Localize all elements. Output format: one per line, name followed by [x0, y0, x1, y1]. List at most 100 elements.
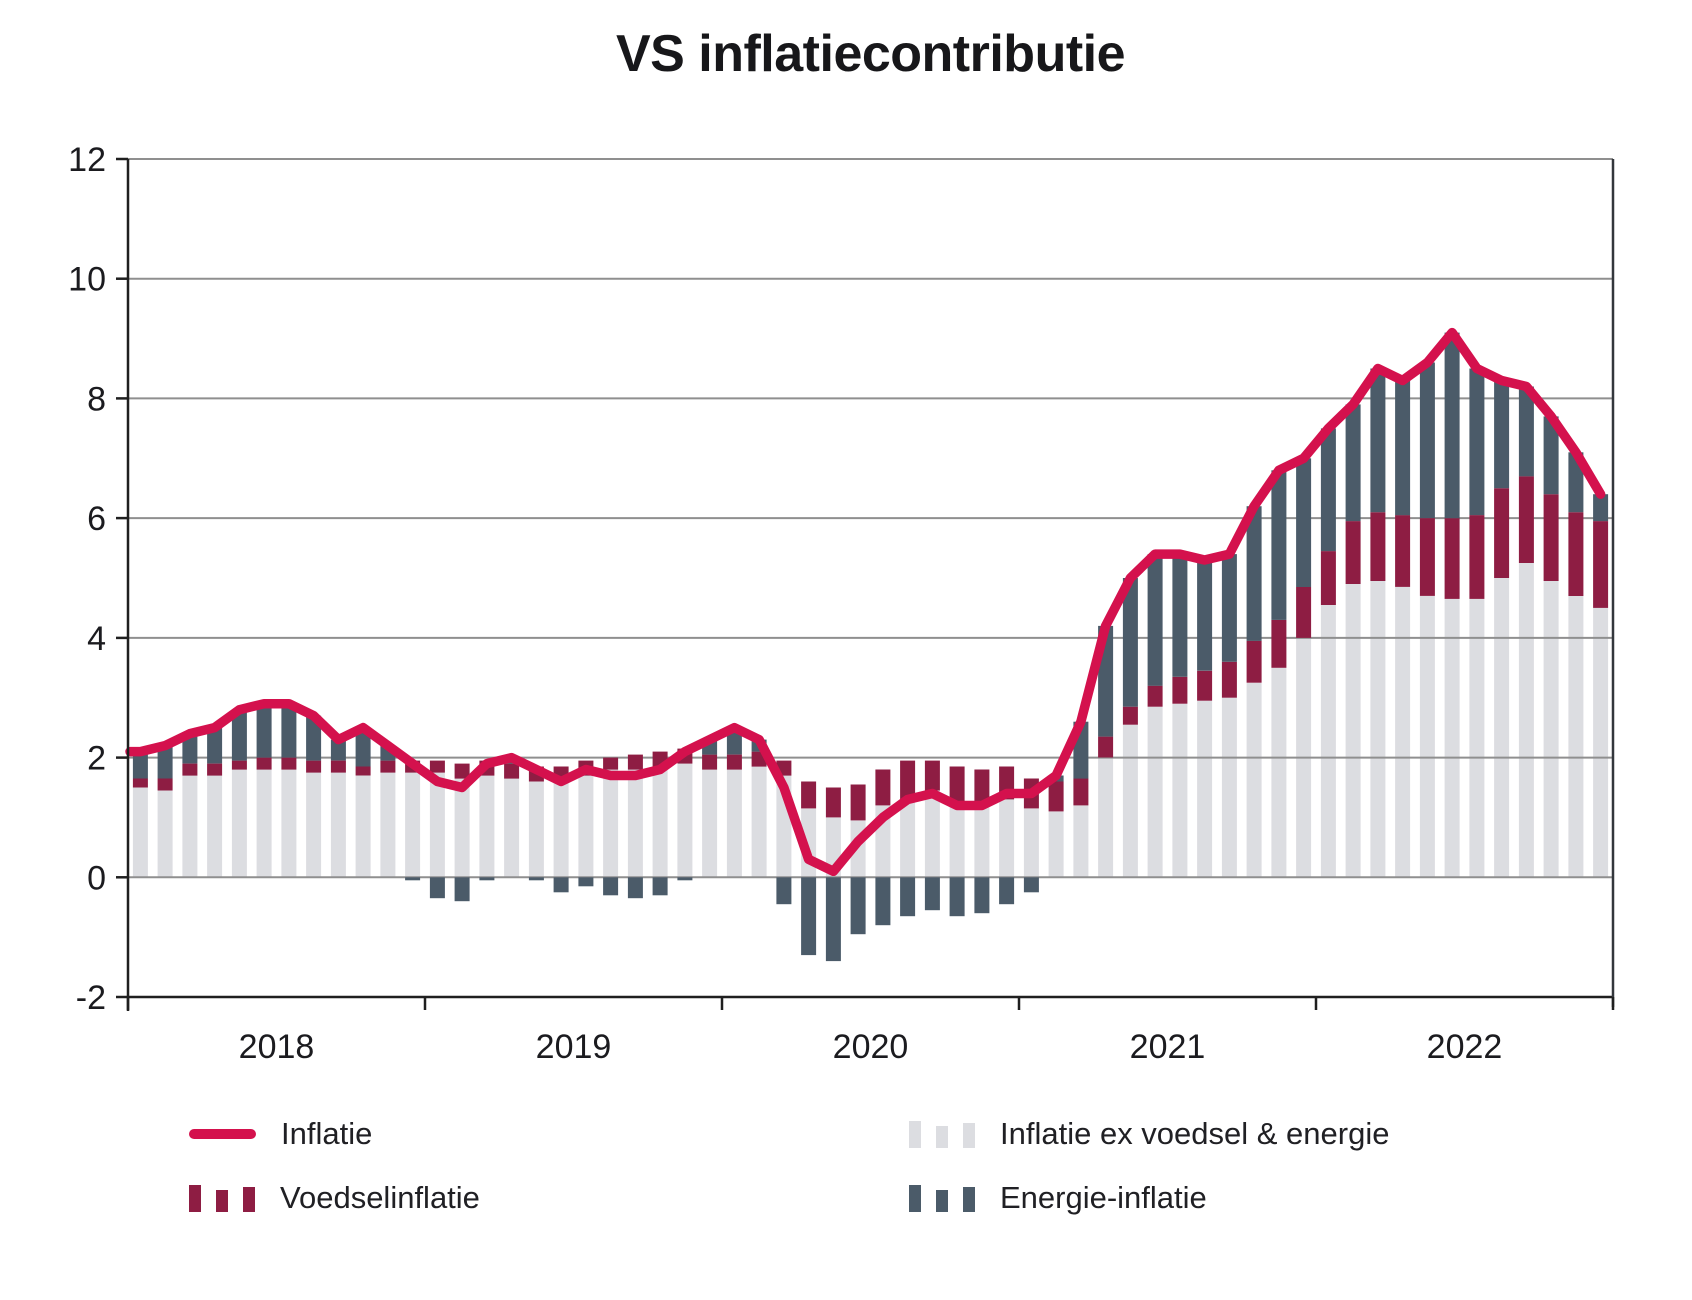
energy-bar: [306, 715, 322, 761]
food-bar: [380, 760, 396, 773]
core-bar: [1518, 563, 1534, 878]
core-bar: [355, 775, 371, 878]
x-axis-label: 2020: [833, 1028, 909, 1066]
core-bar: [306, 772, 322, 878]
food-bar: [1271, 619, 1287, 668]
inflatie-line-swatch: [189, 1129, 256, 1139]
food-bar: [1395, 515, 1411, 587]
energy-bar: [1122, 578, 1138, 707]
food-bar: [355, 766, 371, 776]
energy-bar: [182, 733, 198, 764]
core-bar: [380, 772, 396, 878]
energy-bar: [528, 877, 544, 881]
y-axis-label: -2: [76, 979, 106, 1017]
core-bar: [578, 775, 594, 878]
energy-bar: [1593, 494, 1609, 522]
food-bar: [1172, 676, 1188, 704]
food-bar: [825, 787, 841, 818]
food-bar: [1419, 518, 1435, 596]
energy-bar: [132, 751, 148, 779]
food-bar: [1494, 488, 1510, 578]
core-bar: [1419, 596, 1435, 878]
core-bar: [1370, 581, 1386, 878]
core-bar: [1568, 596, 1584, 878]
core-bar: [603, 769, 619, 878]
core-bar: [974, 805, 990, 878]
food-bar: [1320, 551, 1336, 605]
food-bar: [132, 778, 148, 788]
core-bar: [1543, 581, 1559, 878]
core-bar: [751, 766, 767, 878]
y-axis-label: 4: [87, 620, 106, 658]
food-bar: [157, 778, 173, 791]
energy-bar: [1197, 560, 1213, 671]
food-bar: [1048, 781, 1064, 812]
food-bar: [1593, 521, 1609, 608]
food-bar: [207, 763, 223, 776]
core-bar: [1197, 700, 1213, 878]
energy-bar: [603, 877, 619, 896]
core-bar: [281, 769, 297, 878]
food-bar: [1098, 736, 1114, 758]
food-bar: [231, 760, 247, 770]
legend-label-voedsel: Voedselinflatie: [280, 1180, 480, 1215]
energy-bar: [1543, 416, 1559, 495]
energy-bar: [949, 877, 965, 917]
x-axis-label: 2021: [1130, 1028, 1206, 1066]
energy-bar: [1419, 362, 1435, 519]
core-bar: [1494, 578, 1510, 878]
core-bar: [1221, 697, 1237, 878]
legend-item-energie: Energie-inflatie: [909, 1178, 1207, 1218]
y-axis-label: 0: [87, 859, 106, 897]
food-bar: [801, 781, 817, 809]
energy-bar: [281, 703, 297, 758]
core-bar: [1122, 724, 1138, 878]
food-bar: [974, 769, 990, 806]
x-axis-label: 2018: [239, 1028, 315, 1066]
core-bar: [1246, 682, 1262, 878]
energie-bars-swatch: [909, 1185, 975, 1212]
energy-bar: [924, 877, 940, 911]
food-bar: [330, 760, 346, 773]
core-bar: [504, 778, 520, 878]
energy-bar: [1320, 428, 1336, 552]
energy-bar: [627, 877, 643, 899]
food-bar: [702, 754, 718, 770]
core-bar: [1172, 703, 1188, 878]
energy-bar: [1221, 554, 1237, 662]
energy-bar: [256, 703, 272, 758]
food-bar: [1073, 778, 1089, 806]
x-axis-label: 2022: [1427, 1028, 1503, 1066]
energy-bar: [652, 877, 668, 896]
food-bar: [900, 760, 916, 800]
energy-bar: [1345, 404, 1361, 522]
core-bar: [1345, 584, 1361, 878]
energy-bar: [1469, 368, 1485, 516]
core-bar: [454, 778, 470, 878]
core-bar: [1023, 808, 1039, 878]
core-bar: [1098, 757, 1114, 878]
legend-item-voedsel: Voedselinflatie: [189, 1178, 480, 1218]
energy-bar: [900, 877, 916, 917]
energy-bar: [1518, 386, 1534, 477]
food-bar: [182, 763, 198, 776]
food-bar: [1370, 512, 1386, 581]
energy-bar: [1172, 554, 1188, 677]
energy-bar: [1271, 470, 1287, 620]
food-bar: [924, 760, 940, 791]
core-bar: [157, 790, 173, 878]
energy-bar: [355, 727, 371, 767]
food-bar: [1197, 670, 1213, 701]
core-bar: [1048, 811, 1064, 878]
energy-bar: [776, 877, 792, 905]
energy-bar: [479, 877, 495, 881]
core-bar: [1593, 607, 1609, 878]
core-bar: [528, 781, 544, 878]
food-bar: [1543, 494, 1559, 581]
core-bar: [1073, 805, 1089, 878]
food-bar: [454, 763, 470, 779]
core-bar: [627, 769, 643, 878]
food-bar: [256, 757, 272, 770]
core-bar: [479, 775, 495, 878]
